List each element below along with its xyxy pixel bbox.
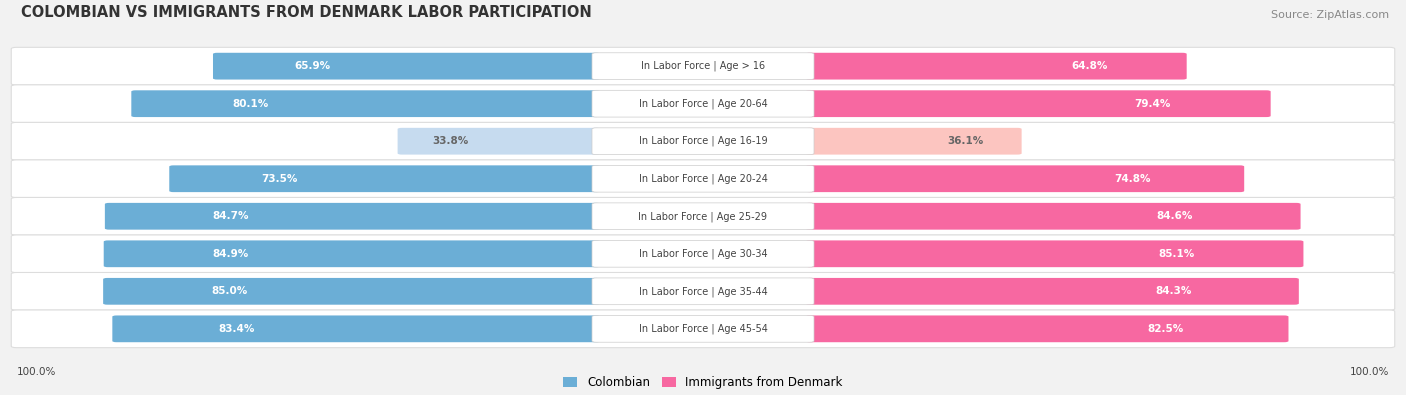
FancyBboxPatch shape [11,122,1395,160]
Text: 74.8%: 74.8% [1114,174,1150,184]
FancyBboxPatch shape [11,47,1395,85]
Text: In Labor Force | Age 20-24: In Labor Force | Age 20-24 [638,173,768,184]
FancyBboxPatch shape [806,203,1301,229]
Text: 80.1%: 80.1% [232,99,269,109]
FancyBboxPatch shape [806,316,1288,342]
Text: In Labor Force | Age 30-34: In Labor Force | Age 30-34 [638,248,768,259]
Text: 84.6%: 84.6% [1157,211,1192,221]
Text: 79.4%: 79.4% [1135,99,1170,109]
FancyBboxPatch shape [592,166,814,192]
Text: In Labor Force | Age 20-64: In Labor Force | Age 20-64 [638,98,768,109]
FancyBboxPatch shape [11,85,1395,122]
FancyBboxPatch shape [806,241,1303,267]
FancyBboxPatch shape [11,160,1395,198]
Text: 85.1%: 85.1% [1159,249,1195,259]
FancyBboxPatch shape [11,235,1395,273]
FancyBboxPatch shape [592,316,814,342]
FancyBboxPatch shape [592,53,814,79]
FancyBboxPatch shape [806,90,1271,117]
Text: 84.7%: 84.7% [212,211,249,221]
FancyBboxPatch shape [806,128,1022,154]
Text: 73.5%: 73.5% [262,174,297,184]
Legend: Colombian, Immigrants from Denmark: Colombian, Immigrants from Denmark [564,376,842,389]
Text: 83.4%: 83.4% [218,324,254,334]
FancyBboxPatch shape [592,128,814,154]
Text: COLOMBIAN VS IMMIGRANTS FROM DENMARK LABOR PARTICIPATION: COLOMBIAN VS IMMIGRANTS FROM DENMARK LAB… [21,5,592,20]
Text: In Labor Force | Age 35-44: In Labor Force | Age 35-44 [638,286,768,297]
FancyBboxPatch shape [212,53,600,79]
FancyBboxPatch shape [806,278,1299,305]
FancyBboxPatch shape [398,128,600,154]
FancyBboxPatch shape [104,241,600,267]
FancyBboxPatch shape [592,241,814,267]
FancyBboxPatch shape [592,278,814,305]
FancyBboxPatch shape [11,273,1395,310]
Text: 100.0%: 100.0% [17,367,56,377]
Text: In Labor Force | Age > 16: In Labor Force | Age > 16 [641,61,765,71]
FancyBboxPatch shape [592,203,814,229]
FancyBboxPatch shape [169,166,600,192]
FancyBboxPatch shape [806,166,1244,192]
Text: 36.1%: 36.1% [948,136,984,146]
Text: In Labor Force | Age 16-19: In Labor Force | Age 16-19 [638,136,768,147]
FancyBboxPatch shape [592,90,814,117]
FancyBboxPatch shape [131,90,600,117]
Text: 33.8%: 33.8% [432,136,468,146]
Text: 100.0%: 100.0% [1350,367,1389,377]
FancyBboxPatch shape [105,203,600,229]
FancyBboxPatch shape [806,53,1187,79]
Text: In Labor Force | Age 25-29: In Labor Force | Age 25-29 [638,211,768,222]
Text: 65.9%: 65.9% [294,61,330,71]
FancyBboxPatch shape [103,278,600,305]
Text: 84.9%: 84.9% [212,249,247,259]
FancyBboxPatch shape [112,316,600,342]
Text: Source: ZipAtlas.com: Source: ZipAtlas.com [1271,10,1389,20]
Text: In Labor Force | Age 45-54: In Labor Force | Age 45-54 [638,324,768,334]
Text: 64.8%: 64.8% [1071,61,1108,71]
FancyBboxPatch shape [11,310,1395,348]
Text: 82.5%: 82.5% [1147,324,1184,334]
FancyBboxPatch shape [11,198,1395,235]
Text: 84.3%: 84.3% [1156,286,1192,296]
Text: 85.0%: 85.0% [211,286,247,296]
